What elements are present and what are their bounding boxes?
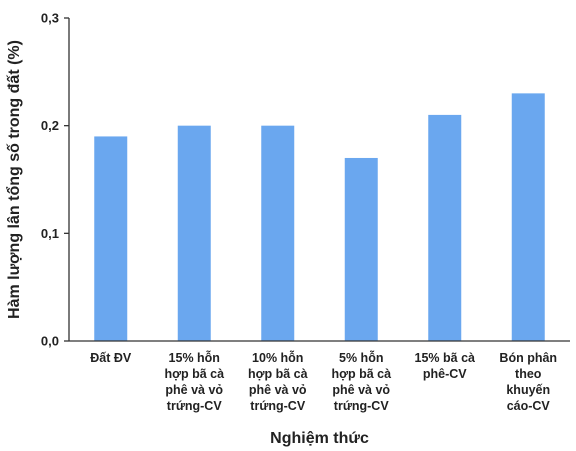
y-tick-label: 0,0: [41, 334, 59, 349]
y-tick-label: 0,1: [41, 226, 59, 241]
x-category-label: 15% bã cà phê-CV: [415, 351, 476, 381]
y-tick-label: 0,3: [41, 11, 59, 26]
y-tick-label: 0,2: [41, 118, 59, 133]
x-category-label: Đất ĐV: [90, 351, 132, 365]
x-axis-labels: Đất ĐV 15% hỗn hợp bã cà phê và vỏ trứng-CV 1…: [90, 350, 557, 413]
bar: [261, 125, 295, 342]
bar: [94, 136, 128, 341]
bar: [177, 125, 211, 342]
x-category-label: 5% hỗn hợp bã cà phê và vỏ trứng-CV: [331, 350, 391, 413]
x-category-label: 15% hỗn hợp bã cà phê và vỏ trứng-CV: [164, 350, 224, 413]
x-category-label: 10% hỗn hợp bã cà phê và vỏ trứng-CV: [248, 350, 308, 413]
bars: [94, 93, 545, 342]
bar: [344, 157, 378, 341]
y-axis-title: Hàm lượng lân tổng số trong đất (%): [5, 40, 23, 319]
x-axis-title: Nghiệm thức: [270, 430, 369, 447]
x-category-label: Bón phân theo khuyến cáo-CV: [499, 351, 557, 413]
bar: [428, 114, 462, 342]
bar: [511, 93, 545, 341]
y-axis-ticks: 0,0 0,1 0,2 0,3: [41, 11, 69, 349]
